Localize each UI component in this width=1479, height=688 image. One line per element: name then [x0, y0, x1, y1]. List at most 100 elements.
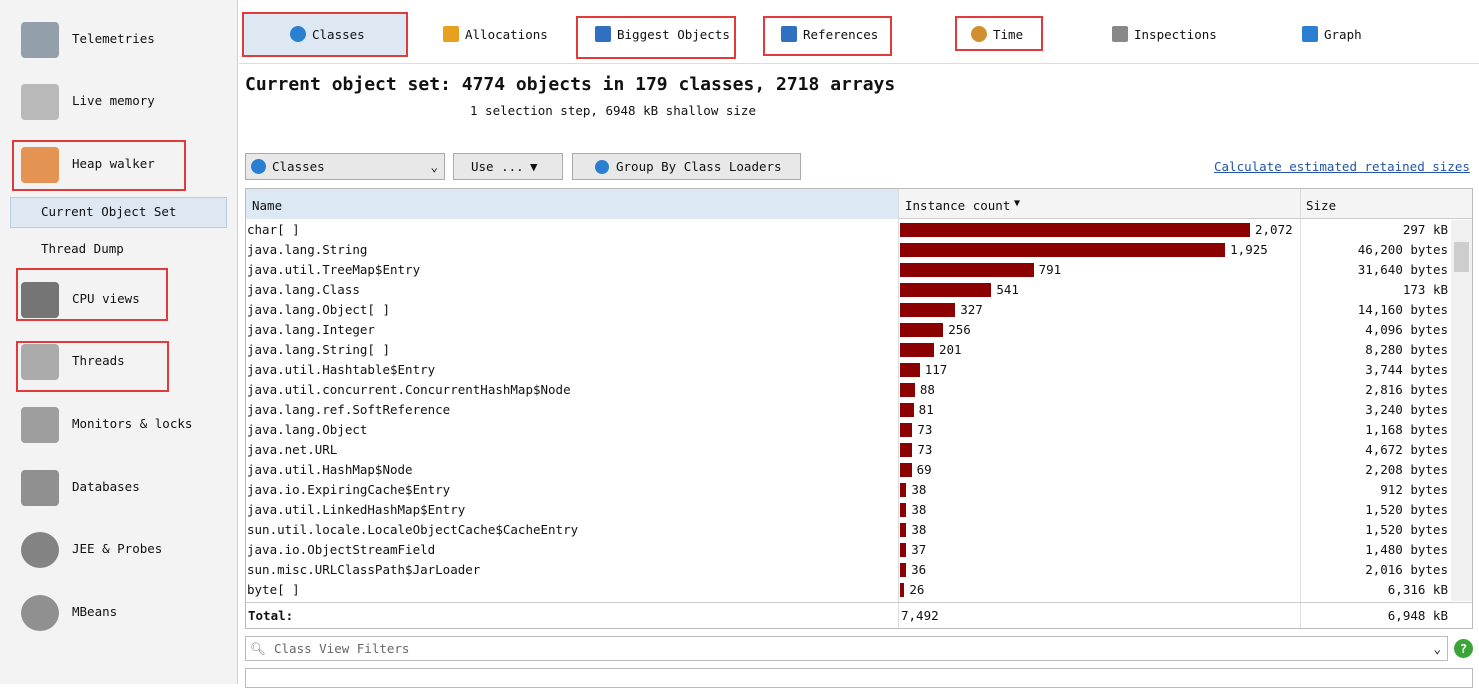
icon	[21, 344, 59, 380]
group-button[interactable]: Group By Class Loaders	[572, 153, 801, 180]
count-label: 88	[919, 382, 935, 397]
class-name: java.util.LinkedHashMap$Entry	[247, 502, 466, 517]
arrow: ▼	[530, 159, 538, 174]
tab[interactable]: References	[803, 27, 879, 42]
sidebar-item[interactable]: CPU views	[72, 291, 140, 306]
selected-tab	[242, 12, 408, 57]
tab-icon	[971, 26, 987, 42]
class-name: java.util.HashMap$Node	[247, 462, 413, 477]
scroll-thumb[interactable]	[1454, 242, 1469, 272]
size: 31,640 bytes	[1357, 262, 1448, 277]
use-button[interactable]: Use ... ▼	[453, 153, 563, 180]
table-row[interactable]: java.lang.Integer 256 4,096 bytes	[245, 320, 1450, 340]
table-row[interactable]: sun.util.locale.LocaleObjectCache$CacheE…	[245, 520, 1450, 540]
sidebar-item[interactable]: MBeans	[72, 604, 118, 619]
tab-icon	[1302, 26, 1318, 42]
table-row[interactable]: char[ ] 2,072 297 kB	[245, 220, 1450, 240]
sidebar-item[interactable]: Heap walker	[72, 156, 155, 171]
search-icon: 🔍︎	[250, 641, 266, 656]
size: 6,316 kB	[1387, 582, 1448, 597]
sidebar-item[interactable]: Threads	[72, 353, 125, 368]
count-label: 256	[948, 322, 971, 337]
table-row[interactable]: java.io.ObjectStreamField 37 1,480 bytes	[245, 540, 1450, 560]
sidebar-item[interactable]: Live memory	[72, 93, 155, 108]
button-label: Group By Class Loaders	[616, 159, 782, 174]
class-name: java.lang.ref.SoftReference	[247, 402, 451, 417]
tab[interactable]: Biggest Objects	[617, 27, 730, 42]
count-bar	[900, 323, 944, 337]
table-row[interactable]: java.lang.String[ ] 201 8,280 bytes	[245, 340, 1450, 360]
column-header[interactable]: Size	[1306, 198, 1337, 213]
tab[interactable]: Inspections	[1134, 27, 1217, 42]
count-bar	[900, 383, 915, 397]
size: 3,744 bytes	[1365, 362, 1448, 377]
class-name: java.io.ObjectStreamField	[247, 542, 436, 557]
table-row[interactable]: sun.misc.URLClassPath$JarLoader 36 2,016 b…	[245, 560, 1450, 580]
sidebar-item[interactable]: Telemetries	[72, 31, 155, 46]
class-name: java.lang.String[ ]	[247, 342, 390, 357]
tab[interactable]: Graph	[1324, 27, 1362, 42]
table-row[interactable]: java.lang.Class 541 173 kB	[245, 280, 1450, 300]
table-row[interactable]: java.net.URL 73 4,672 bytes	[245, 440, 1450, 460]
highlight-box	[242, 12, 408, 57]
size: 173 kB	[1402, 282, 1448, 297]
total-row: Total: 7,492 6,948 kB	[246, 602, 1472, 628]
table-row[interactable]: java.util.HashMap$Node 69 2,208 bytes	[245, 460, 1450, 480]
sidebar-item[interactable]: Databases	[72, 479, 140, 494]
sidebar-item[interactable]: Thread Dump	[41, 241, 124, 256]
count-label: 117	[924, 362, 948, 377]
filter-input[interactable]: 🔍︎ Class View Filters ⌄	[245, 636, 1448, 661]
sidebar-item[interactable]: Monitors & locks	[72, 416, 193, 431]
tab[interactable]: Time	[993, 27, 1024, 42]
table-row[interactable]: java.lang.ref.SoftReference 81 3,240 bytes	[245, 400, 1450, 420]
column-header[interactable]: Instance count	[905, 198, 1011, 213]
count-bar	[900, 523, 907, 537]
selected-item	[10, 197, 227, 228]
tab[interactable]: Classes	[312, 27, 365, 42]
count-label: 69	[916, 462, 932, 477]
table-row[interactable]: java.util.Hashtable$Entry 117 3,744 bytes	[245, 360, 1450, 380]
highlight-box	[955, 16, 1043, 51]
count-label: 38	[911, 502, 927, 517]
class-name: java.lang.Object	[247, 422, 368, 437]
table-row[interactable]: java.lang.String 1,925 46,200 bytes	[245, 240, 1450, 260]
tab-icon	[781, 26, 797, 42]
table-row[interactable]: java.io.ExpiringCache$Entry 38 912 bytes	[245, 480, 1450, 500]
scrollbar[interactable]	[1451, 220, 1472, 601]
class-name: byte[ ]	[247, 582, 300, 597]
count-label: 2,072	[1255, 222, 1293, 237]
sidebar-item[interactable]: JEE & Probes	[72, 541, 163, 556]
table-row[interactable]: java.util.LinkedHashMap$Entry 38 1,520 byt…	[245, 500, 1450, 520]
highlight-box	[16, 268, 168, 321]
class-name: java.util.TreeMap$Entry	[247, 262, 421, 277]
total-count: 7,492	[901, 608, 939, 623]
highlight-box	[16, 341, 169, 392]
table-row[interactable]: byte[ ] 26 6,316 kB	[245, 580, 1450, 600]
table-row[interactable]: java.lang.Object[ ] 327 14,160 bytes	[245, 300, 1450, 320]
highlight-box	[763, 16, 892, 56]
table-row[interactable]: java.util.concurrent.ConcurrentHashMap$N…	[245, 380, 1450, 400]
count-label: 38	[911, 522, 927, 537]
table-row[interactable]: java.util.TreeMap$Entry 791 31,640 bytes	[245, 260, 1450, 280]
tab[interactable]: Allocations	[465, 27, 548, 42]
icon	[595, 160, 609, 174]
name-header-bg	[246, 189, 898, 219]
table-row[interactable]: java.lang.Object 73 1,168 bytes	[245, 420, 1450, 440]
table	[245, 188, 1473, 629]
icon	[21, 282, 59, 318]
help-icon[interactable]: ?	[1454, 639, 1473, 658]
count-bar	[900, 403, 914, 417]
view-select[interactable]: Classes ⌄	[245, 153, 445, 180]
count-bar	[900, 363, 920, 377]
retained-link[interactable]: Calculate estimated retained sizes	[1214, 159, 1470, 174]
count-bar	[900, 423, 913, 437]
size: 912 bytes	[1380, 482, 1448, 497]
count-bar	[900, 503, 907, 517]
arrow: ⌄	[430, 159, 438, 174]
column-divider	[1300, 189, 1301, 628]
class-name: java.util.concurrent.ConcurrentHashMap$N…	[247, 382, 571, 397]
count-label: 26	[909, 582, 925, 597]
count-bar	[900, 483, 907, 497]
column-header[interactable]: Name	[252, 198, 283, 213]
sidebar-item[interactable]: Current Object Set	[41, 204, 177, 219]
